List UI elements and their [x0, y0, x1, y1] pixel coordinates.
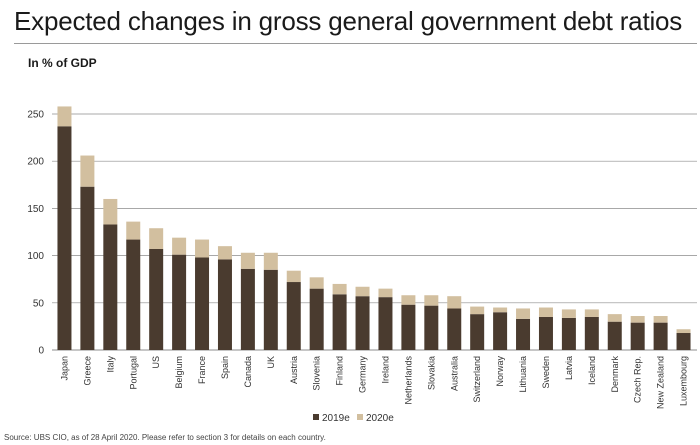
bar-2020e [355, 286, 370, 297]
bar-2019e [240, 268, 255, 350]
bar-2019e [103, 224, 118, 350]
bar-2020e [516, 308, 531, 319]
legend-label: 2019e [322, 413, 350, 424]
x-category-label: Italy [105, 356, 115, 373]
bar-2019e [447, 308, 462, 350]
bar-2020e [286, 270, 301, 283]
bar-2019e [607, 321, 622, 350]
bar-2020e [676, 329, 691, 334]
x-category-label: Japan [59, 356, 69, 381]
bar-2020e [103, 198, 118, 225]
bar-2020e [240, 252, 255, 269]
bar-2019e [195, 257, 210, 350]
bar-2019e [630, 322, 645, 350]
legend-label: 2020e [366, 413, 394, 424]
x-category-label: Germany [358, 356, 368, 394]
x-category-label: Sweden [541, 356, 551, 389]
y-tick-label: 0 [38, 346, 44, 357]
bar-2019e [561, 317, 576, 350]
title-divider [14, 43, 697, 44]
y-tick-label: 200 [27, 157, 44, 168]
x-category-label: Canada [243, 356, 253, 388]
bar-2020e [470, 306, 485, 315]
y-tick-label: 150 [27, 204, 44, 215]
bar-2019e [424, 305, 439, 350]
bar-2020e [561, 309, 576, 318]
bar-2019e [172, 254, 187, 350]
x-category-label: Iceland [587, 356, 597, 385]
bar-2020e [263, 252, 278, 270]
bar-2019e [263, 269, 278, 350]
bar-2019e [516, 318, 531, 350]
legend-swatch [313, 414, 319, 420]
y-tick-label: 100 [27, 251, 44, 262]
bar-2019e [584, 316, 599, 350]
bar-2019e [332, 294, 347, 350]
bar-2020e [57, 106, 72, 127]
x-category-label: Spain [220, 356, 230, 379]
x-category-label: Belgium [174, 356, 184, 389]
bar-2019e [309, 288, 324, 350]
bar-2020e [126, 221, 141, 240]
bar-2019e [149, 248, 164, 350]
bar-2020e [401, 295, 416, 305]
bar-2019e [538, 316, 553, 350]
x-category-label: Slovenia [312, 356, 322, 391]
x-category-label: Lithuania [518, 356, 528, 393]
bar-2020e [195, 239, 210, 258]
bar-2019e [470, 314, 485, 350]
x-category-label: Slovakia [426, 356, 436, 390]
x-category-label: Denmark [610, 356, 620, 393]
bar-2020e [217, 246, 232, 260]
bar-2020e [424, 295, 439, 306]
bar-2020e [630, 316, 645, 323]
bar-2020e [653, 316, 668, 323]
bar-2019e [57, 126, 72, 350]
x-category-label: New Zealand [656, 356, 666, 409]
bar-2020e [538, 307, 553, 317]
bar-2019e [80, 186, 95, 350]
x-category-label: UK [266, 356, 276, 369]
x-category-label: Greece [82, 356, 92, 386]
bar-2019e [217, 259, 232, 350]
chart-subtitle: In % of GDP [28, 56, 97, 70]
bar-2019e [378, 297, 393, 350]
x-category-label: Norway [495, 356, 505, 387]
chart-title: Expected changes in gross general govern… [14, 6, 683, 36]
x-category-label: US [151, 356, 161, 369]
x-category-label: Ireland [380, 356, 390, 384]
bar-2020e [332, 283, 347, 295]
x-category-label: France [197, 356, 207, 384]
x-category-label: Luxembourg [679, 356, 689, 406]
bar-2019e [493, 312, 508, 350]
x-category-label: Australia [449, 356, 459, 391]
bar-2020e [309, 277, 324, 289]
bar-2019e [653, 322, 668, 350]
x-category-label: Finland [335, 356, 345, 386]
bar-2020e [172, 237, 187, 255]
bar-2019e [126, 239, 141, 350]
bar-2020e [80, 155, 95, 187]
bar-2019e [401, 304, 416, 350]
y-tick-label: 50 [33, 298, 45, 309]
bar-2020e [493, 307, 508, 313]
bar-2020e [149, 228, 164, 249]
bar-2019e [355, 296, 370, 350]
x-category-label: Austria [289, 356, 299, 384]
x-category-label: Latvia [564, 356, 574, 380]
x-category-label: Switzerland [472, 356, 482, 403]
source-note: Source: UBS CIO, as of 28 April 2020. Pl… [4, 433, 326, 442]
bar-2020e [584, 309, 599, 317]
bar-2020e [378, 288, 393, 298]
bar-2019e [286, 282, 301, 350]
bar-2019e [676, 333, 691, 350]
bar-2020e [447, 296, 462, 309]
x-category-label: Netherlands [403, 356, 413, 405]
x-category-label: Portugal [128, 356, 138, 390]
x-category-label: Czech Rep. [633, 356, 643, 403]
bar-2020e [607, 314, 622, 322]
legend-swatch [357, 414, 363, 420]
y-tick-label: 250 [27, 110, 44, 121]
